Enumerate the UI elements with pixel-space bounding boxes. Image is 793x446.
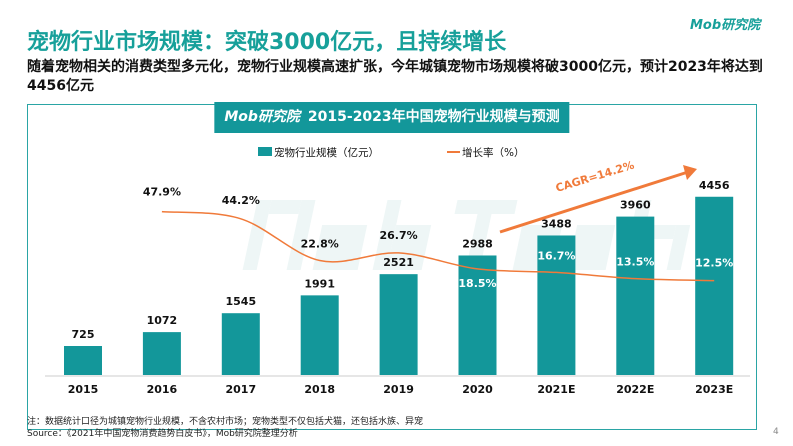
x-tick-label: 2023E bbox=[695, 383, 733, 396]
growth-rate-label: 13.5% bbox=[616, 256, 654, 269]
bar bbox=[64, 346, 102, 375]
growth-line bbox=[161, 210, 715, 282]
page-number: 4 bbox=[773, 427, 779, 437]
bar bbox=[300, 295, 339, 375]
growth-rate-label: 26.7% bbox=[380, 229, 418, 242]
x-tick-label: 2016 bbox=[147, 383, 178, 396]
cagr-label: CAGR=14.2% bbox=[554, 159, 636, 195]
x-tick-label: 2018 bbox=[304, 383, 335, 396]
x-tick-label: 2020 bbox=[462, 383, 493, 396]
bar-value-label: 3488 bbox=[541, 217, 572, 230]
bar-value-label: 4456 bbox=[699, 179, 730, 192]
bar bbox=[458, 255, 497, 375]
growth-rate-label: 16.7% bbox=[537, 249, 575, 262]
page-subtitle: 随着宠物相关的消费类型多元化，宠物行业规模高速扩张，今年城镇宠物市场规模将破30… bbox=[27, 59, 763, 94]
footnote: 注：数据统计口径为城镇宠物行业规模，不含农村市场；宠物类型不仅包括犬猫，还包括水… bbox=[27, 416, 423, 440]
x-tick-label: 2019 bbox=[383, 383, 414, 396]
chart-title-banner: Mob研究院 2015-2023年中国宠物行业规模与预测 bbox=[214, 102, 570, 133]
note-text: 注：数据统计口径为城镇宠物行业规模，不含农村市场；宠物类型不仅包括犬猫，还包括水… bbox=[27, 417, 424, 427]
chart-title: 2015-2023年中国宠物行业规模与预测 bbox=[307, 109, 560, 125]
x-tick-label: 2022E bbox=[616, 383, 654, 396]
growth-rate-label: 18.5% bbox=[458, 277, 496, 290]
page-title: 宠物行业市场规模：突破3000亿元，且持续增长 bbox=[27, 30, 507, 55]
source-text: Source：《2021年中国宠物消费趋势白皮书》，Mob研究院整理分析 bbox=[27, 429, 298, 439]
bar-value-label: 1991 bbox=[304, 277, 335, 290]
mob-logo: Mob研究院 bbox=[690, 18, 761, 33]
bar bbox=[616, 216, 655, 375]
bar bbox=[537, 235, 576, 375]
bar bbox=[695, 196, 734, 375]
bar-value-label: 2521 bbox=[383, 256, 414, 269]
bar-value-label: 725 bbox=[72, 328, 95, 341]
bar-value-label: 1072 bbox=[147, 314, 178, 327]
growth-rate-label: 44.2% bbox=[222, 194, 260, 207]
growth-rate-label: 12.5% bbox=[695, 257, 733, 270]
x-tick-label: 2015 bbox=[68, 383, 99, 396]
bar-value-label: 3960 bbox=[620, 199, 651, 212]
watermark-graphic bbox=[242, 200, 691, 270]
bar bbox=[221, 313, 260, 375]
bar-value-label: 1545 bbox=[225, 295, 256, 308]
x-tick-label: 2021E bbox=[537, 383, 575, 396]
growth-rate-label: 22.8% bbox=[301, 238, 339, 251]
growth-rate-label: 47.9% bbox=[143, 186, 181, 199]
legend-line-label: 增长率（%） bbox=[462, 146, 524, 159]
cagr-arrow bbox=[499, 170, 689, 234]
x-tick-label: 2017 bbox=[225, 383, 256, 396]
bar bbox=[379, 274, 418, 375]
bar-value-label: 2988 bbox=[462, 237, 493, 250]
cagr-arrow-head bbox=[683, 165, 697, 180]
legend-bar-label: 宠物行业规模（亿元） bbox=[274, 146, 379, 159]
chart-title-logo: Mob研究院 bbox=[224, 109, 300, 125]
bar bbox=[142, 332, 181, 375]
legend-bar-swatch bbox=[258, 147, 272, 156]
